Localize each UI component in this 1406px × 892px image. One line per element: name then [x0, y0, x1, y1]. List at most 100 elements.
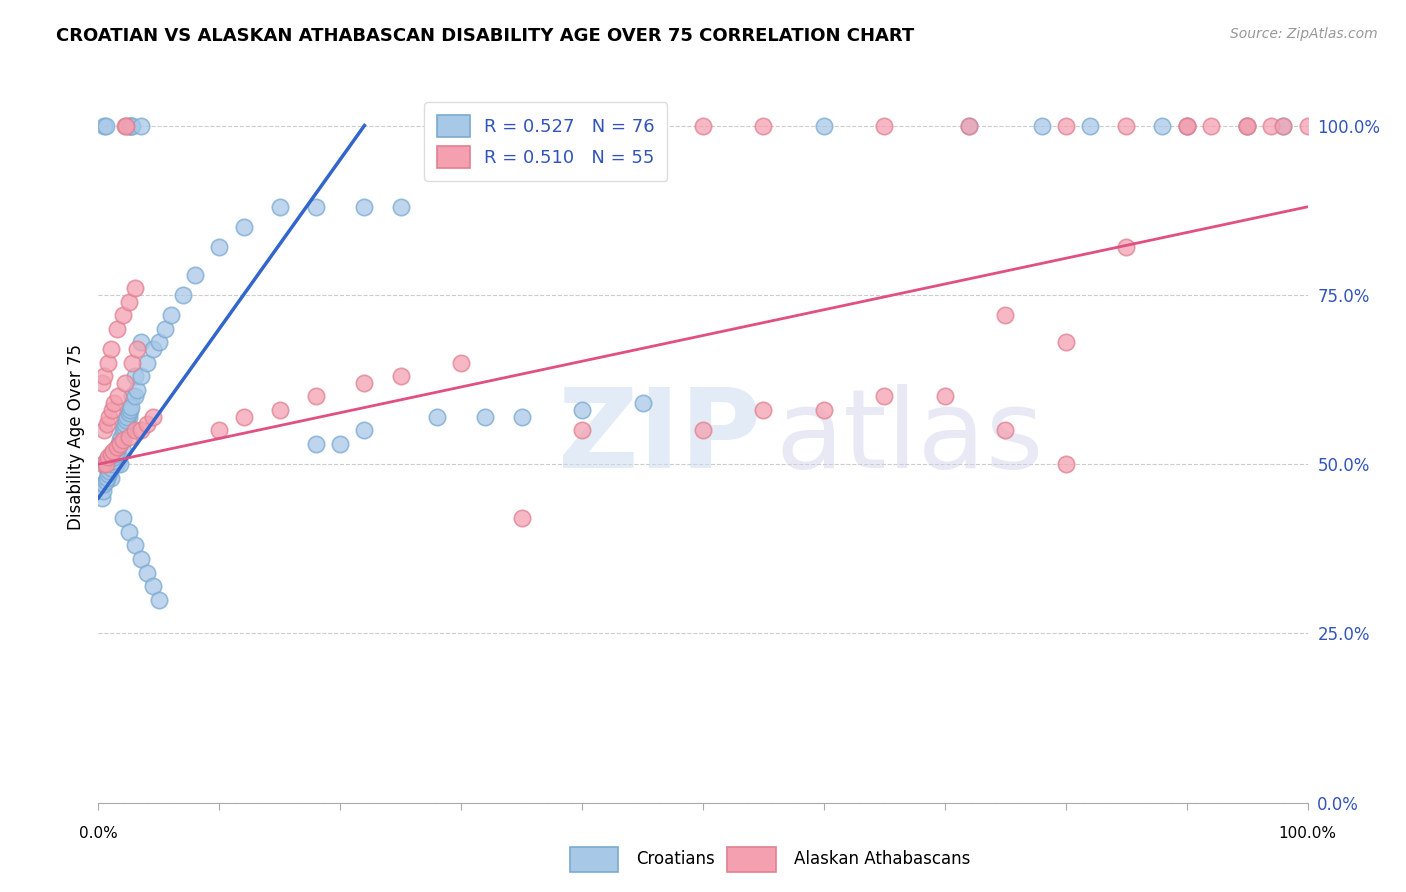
- Point: [105, 322, 128, 336]
- Point: [91, 376, 114, 390]
- Point: [114, 423, 136, 437]
- Point: [631, 119, 654, 133]
- Point: [353, 200, 375, 214]
- Point: [98, 467, 121, 482]
- Point: [98, 464, 121, 478]
- Point: [108, 437, 131, 451]
- Point: [1115, 240, 1137, 254]
- Text: Alaskan Athabascans: Alaskan Athabascans: [793, 850, 970, 868]
- Point: [184, 268, 207, 282]
- Point: [103, 450, 125, 465]
- Point: [111, 443, 134, 458]
- Point: [142, 579, 165, 593]
- Point: [1236, 119, 1258, 133]
- Point: [101, 454, 124, 468]
- Point: [873, 389, 896, 403]
- Point: [148, 592, 170, 607]
- Point: [353, 376, 375, 390]
- Text: Croatians: Croatians: [637, 850, 716, 868]
- Text: Source: ZipAtlas.com: Source: ZipAtlas.com: [1230, 27, 1378, 41]
- Point: [1272, 119, 1295, 133]
- Point: [124, 423, 146, 437]
- Point: [269, 200, 291, 214]
- Point: [121, 389, 143, 403]
- Point: [100, 403, 122, 417]
- Point: [94, 119, 117, 133]
- Point: [118, 524, 141, 539]
- Point: [813, 403, 835, 417]
- Point: [96, 460, 118, 475]
- Point: [115, 413, 138, 427]
- Point: [353, 423, 375, 437]
- Point: [994, 308, 1017, 322]
- Point: [692, 423, 714, 437]
- Point: [100, 471, 122, 485]
- Point: [105, 457, 128, 471]
- Point: [1054, 119, 1077, 133]
- Point: [101, 450, 124, 465]
- Point: [93, 423, 115, 437]
- Point: [135, 566, 157, 580]
- Point: [232, 409, 254, 424]
- Point: [1272, 119, 1295, 133]
- Point: [103, 396, 125, 410]
- Point: [114, 119, 136, 133]
- Point: [118, 294, 141, 309]
- Point: [752, 119, 775, 133]
- Point: [91, 457, 114, 471]
- Point: [1199, 119, 1222, 133]
- Point: [98, 409, 121, 424]
- Point: [474, 409, 496, 424]
- Point: [1054, 335, 1077, 350]
- Point: [118, 119, 141, 133]
- Point: [934, 389, 956, 403]
- Point: [94, 454, 117, 468]
- Point: [94, 457, 117, 471]
- Point: [129, 423, 152, 437]
- Point: [129, 119, 152, 133]
- Point: [305, 389, 328, 403]
- Point: [93, 477, 115, 491]
- Point: [172, 288, 194, 302]
- Point: [112, 420, 135, 434]
- Point: [329, 437, 352, 451]
- Point: [813, 119, 835, 133]
- Point: [305, 200, 328, 214]
- Point: [94, 474, 117, 488]
- Point: [873, 119, 896, 133]
- Point: [105, 443, 128, 458]
- Point: [1078, 119, 1101, 133]
- Point: [100, 447, 122, 461]
- Point: [160, 308, 183, 322]
- Point: [208, 423, 231, 437]
- Point: [129, 369, 152, 384]
- Point: [118, 403, 141, 417]
- Point: [269, 403, 291, 417]
- Point: [129, 335, 152, 350]
- Point: [108, 434, 131, 448]
- Point: [104, 447, 127, 461]
- Point: [127, 383, 149, 397]
- Point: [108, 437, 131, 451]
- Point: [571, 403, 593, 417]
- Point: [118, 406, 141, 420]
- Point: [571, 423, 593, 437]
- Point: [117, 409, 139, 424]
- Point: [107, 440, 129, 454]
- Point: [232, 220, 254, 235]
- Point: [1152, 119, 1174, 133]
- Point: [148, 335, 170, 350]
- Point: [450, 355, 472, 369]
- Point: [129, 552, 152, 566]
- Point: [96, 471, 118, 485]
- Legend: R = 0.527   N = 76, R = 0.510   N = 55: R = 0.527 N = 76, R = 0.510 N = 55: [425, 103, 668, 181]
- Point: [103, 454, 125, 468]
- Point: [124, 281, 146, 295]
- Point: [692, 119, 714, 133]
- Point: [121, 355, 143, 369]
- Point: [111, 308, 134, 322]
- Point: [510, 409, 533, 424]
- Text: 0.0%: 0.0%: [79, 825, 118, 840]
- Point: [100, 457, 122, 471]
- Point: [124, 369, 146, 384]
